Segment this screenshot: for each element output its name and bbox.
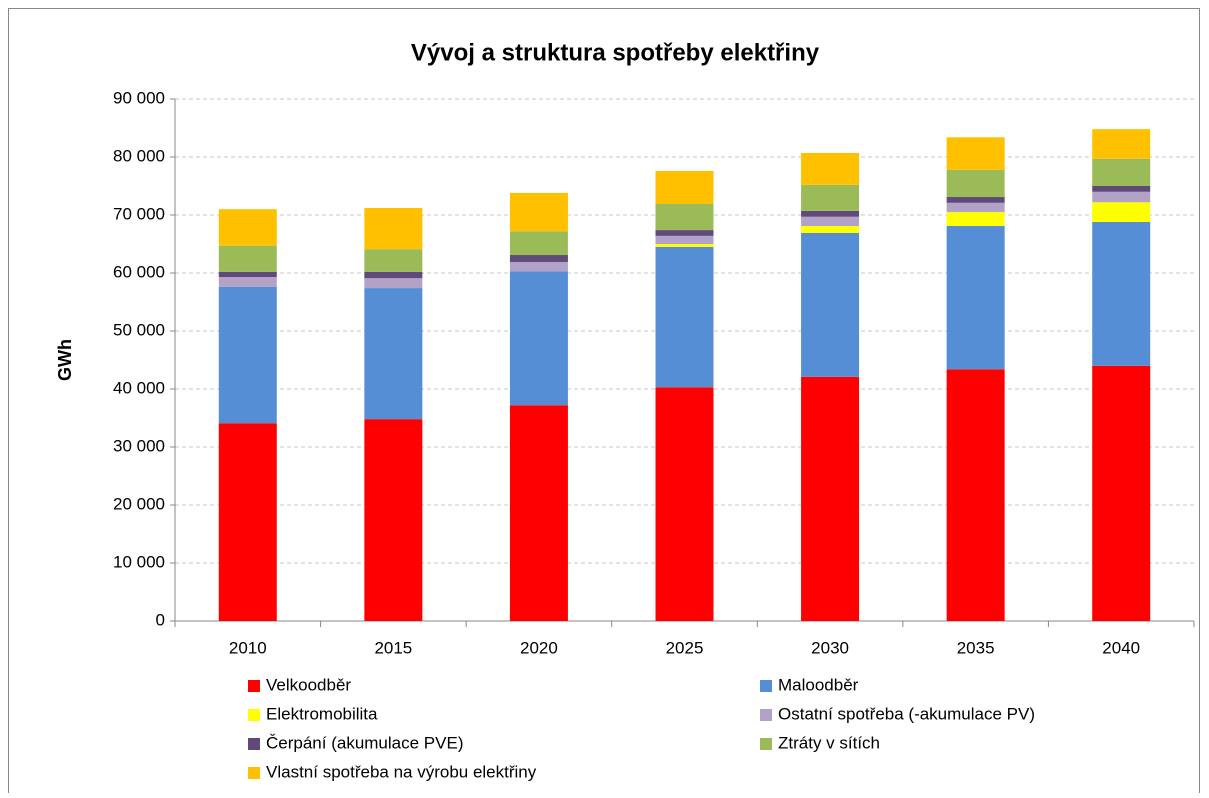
bar-segment xyxy=(946,369,1005,621)
bar-segment xyxy=(218,423,277,621)
bar-segment xyxy=(218,286,277,424)
legend-swatch xyxy=(760,680,772,692)
x-tick-label: 2010 xyxy=(229,638,267,657)
bar-segment xyxy=(364,419,423,621)
bar-segment xyxy=(218,245,277,272)
bar-segment xyxy=(946,197,1005,203)
bar-segment xyxy=(218,277,277,287)
bar-segment xyxy=(364,288,423,420)
bar-segment xyxy=(509,231,568,256)
y-tick-label: 30 000 xyxy=(113,436,165,455)
legend-label: Velkoodběr xyxy=(266,675,351,694)
legend-label: Elektromobilita xyxy=(266,704,378,723)
bar-segment xyxy=(1092,186,1151,192)
legend-label: Vlastní spotřeba na výrobu elektřiny xyxy=(266,762,537,781)
y-tick-label: 50 000 xyxy=(113,320,165,339)
bar-segment xyxy=(364,249,423,272)
y-tick-label: 60 000 xyxy=(113,262,165,281)
bar-segment xyxy=(509,405,568,621)
legend-swatch xyxy=(760,738,772,750)
x-tick-label: 2040 xyxy=(1102,638,1140,657)
legend-label: Čerpání (akumulace PVE) xyxy=(266,733,463,752)
bar-segment xyxy=(1092,221,1151,366)
legend-swatch xyxy=(248,709,260,721)
bar-segment xyxy=(655,170,714,204)
bar-segment xyxy=(946,202,1005,213)
y-tick-label: 40 000 xyxy=(113,378,165,397)
bar-segment xyxy=(655,387,714,621)
x-tick-label: 2015 xyxy=(374,638,412,657)
bar-segment xyxy=(655,235,714,244)
bar-segment xyxy=(946,137,1005,170)
bar-segment xyxy=(218,271,277,278)
bar-segment xyxy=(801,210,860,217)
bar-segment xyxy=(655,246,714,388)
y-tick-label: 0 xyxy=(156,610,165,629)
bar-segment xyxy=(1092,365,1151,621)
bar-segment xyxy=(655,203,714,231)
bar-segment xyxy=(1092,129,1151,159)
bar-segment xyxy=(801,152,860,185)
legend-swatch xyxy=(248,738,260,750)
bar-segment xyxy=(801,232,860,377)
x-tick-label: 2025 xyxy=(666,638,704,657)
bar-segment xyxy=(946,226,1005,370)
bar-segment xyxy=(801,184,860,211)
y-tick-label: 70 000 xyxy=(113,204,165,223)
bar-segment xyxy=(801,376,860,621)
bar-segment xyxy=(364,208,423,250)
legend-swatch xyxy=(760,709,772,721)
bar-segment xyxy=(364,271,423,279)
bar-segment xyxy=(801,216,860,227)
y-tick-label: 10 000 xyxy=(113,552,165,571)
bar-segment xyxy=(218,209,277,246)
x-tick-label: 2020 xyxy=(520,638,558,657)
chart-border xyxy=(8,8,1200,798)
bar-segment xyxy=(509,261,568,272)
legend-label: Ostatní spotřeba (-akumulace PV) xyxy=(778,704,1035,723)
bar-segment xyxy=(655,230,714,236)
x-tick-label: 2030 xyxy=(811,638,849,657)
chart-title: Vývoj a struktura spotřeby elektřiny xyxy=(411,39,820,66)
legend-swatch xyxy=(248,680,260,692)
y-axis-label: GWh xyxy=(55,339,75,381)
bar-segment xyxy=(509,192,568,232)
y-tick-label: 90 000 xyxy=(113,88,165,107)
bar-segment xyxy=(364,278,423,289)
y-tick-label: 20 000 xyxy=(113,494,165,513)
bar-segment xyxy=(946,169,1005,198)
x-tick-label: 2035 xyxy=(957,638,995,657)
bar-segment xyxy=(946,212,1005,227)
legend-label: Ztráty v sítích xyxy=(778,733,880,752)
legend-label: Maloodběr xyxy=(778,675,859,694)
bar-segment xyxy=(655,244,714,247)
bar-segment xyxy=(509,271,568,406)
bar-segment xyxy=(1092,158,1151,186)
legend-swatch xyxy=(248,767,260,779)
bar-segment xyxy=(1092,191,1151,203)
bar-segment xyxy=(509,255,568,262)
bar-segment xyxy=(1092,202,1151,222)
y-tick-label: 80 000 xyxy=(113,146,165,165)
bar-segment xyxy=(801,226,860,233)
